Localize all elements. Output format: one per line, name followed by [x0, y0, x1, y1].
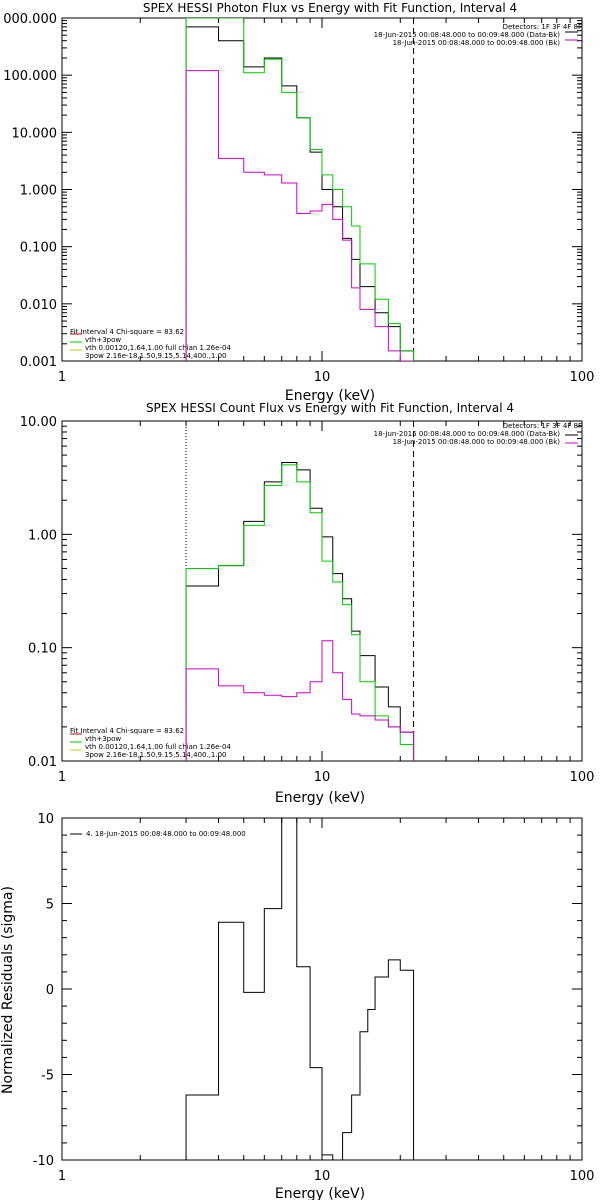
y-tick-label: 0.010 — [20, 298, 57, 313]
chart-3: 1 10 100 10 5 0 -5 -10 — [33, 812, 595, 1184]
legend-top-right: Detectors: 1F 3F 4F 8F 18-Jun-2015 00:08… — [374, 23, 582, 47]
legend-line: vth 0.00120,1.64,1.00 full chian 1.26e-0… — [85, 344, 231, 352]
y-tick-label: 1.00 — [28, 528, 57, 543]
series-group — [185, 18, 415, 361]
legend-top-right: Detectors: 1F 3F 4F 8F 18-Jun-2015 00:08… — [374, 422, 582, 446]
legend-line: Fit Interval 4 Chi-square = 83.62 — [70, 328, 184, 336]
series-line — [185, 70, 414, 361]
y-tick-label: 0.001 — [20, 355, 57, 370]
series-line — [185, 464, 415, 761]
y-tick-label: 10.000 — [12, 126, 58, 141]
series-group — [185, 462, 415, 761]
panel-count-flux: SPEX HESSI Count Flux vs Energy with Fit… — [70, 401, 582, 806]
y-tick-label: 0 — [46, 983, 54, 998]
panel-residuals: Energy (keV) Normalized Residuals (sigma… — [0, 830, 365, 1202]
legend-line: Detectors: 1F 3F 4F 8F — [503, 23, 582, 31]
x-tick-label: 1 — [58, 370, 66, 385]
legend-line: Fit Interval 4 Chi-square = 83.62 — [70, 727, 184, 735]
y-tick-label: 5 — [46, 898, 54, 913]
chart-2: 1 10 100 10.00 1.00 0.10 0.01 — [20, 415, 595, 785]
legend-line: vth 0.00120,1.64,1.00 full chian 1.26e-0… — [85, 743, 231, 751]
series-line — [185, 462, 415, 761]
legend-bottom-left: Fit Interval 4 Chi-square = 83.62 vth+3p… — [70, 328, 231, 360]
y-tick-label: 10 — [37, 812, 54, 827]
legend-line: 18-Jun-2015 00:08:48.000 to 00:09:48.000… — [393, 438, 561, 446]
x-tick-label: 1 — [58, 770, 66, 785]
legend-line: 3pow 2.16e-18,1.50,9.15,5.14,400.,1.00 — [85, 751, 227, 759]
legend-line: vth+3pow — [85, 735, 121, 743]
legend-bottom-left: Fit Interval 4 Chi-square = 83.62 vth+3p… — [70, 727, 231, 759]
x-axis-label: Energy (keV) — [285, 388, 375, 404]
chart-title: SPEX HESSI Count Flux vs Energy with Fit… — [146, 401, 514, 415]
y-tick-label: 000.000 — [3, 12, 57, 27]
series-line — [185, 18, 415, 361]
y-axis-label: Normalized Residuals (sigma) — [0, 886, 16, 1094]
series-line — [185, 818, 415, 1160]
y-tick-label: 0.100 — [20, 241, 57, 256]
chart-title: SPEX HESSI Photon Flux vs Energy with Fi… — [143, 1, 517, 15]
legend-line: vth+3pow — [85, 336, 121, 344]
legend-line: 18-Jun-2015 00:08:48.000 to 00:09:48.000… — [374, 31, 561, 39]
x-tick-label: 1 — [58, 1169, 66, 1184]
y-tick-label: 0.10 — [28, 642, 57, 657]
panel-photon-flux: SPEX HESSI Photon Flux vs Energy with Fi… — [70, 1, 582, 404]
y-tick-label: 100.000 — [3, 69, 57, 84]
y-tick-label: 0.01 — [28, 755, 57, 770]
series-line — [185, 640, 415, 761]
x-tick-label: 10 — [314, 370, 331, 385]
legend-line: 3pow 2.16e-18,1.50,9.15,5.14,400.,1.00 — [85, 352, 227, 360]
x-tick-label: 10 — [314, 770, 331, 785]
legend-line: 4. 18-Jun-2015 00:08:48.000 to 00:09:48.… — [86, 830, 246, 838]
x-axis-label: Energy (keV) — [275, 1186, 365, 1200]
series-group — [185, 818, 415, 1160]
y-tick-label: 1.000 — [20, 184, 57, 199]
y-tick-label: -10 — [33, 1154, 54, 1169]
x-axis-label: Energy (keV) — [275, 790, 365, 806]
chart-1: 1 10 100 000.000 100.000 10.000 1.000 0.100 0.01… — [3, 12, 594, 385]
legend-line: 18-Jun-2015 00:08:48.000 to 00:09:48.000… — [374, 430, 561, 438]
y-tick-label: 10.00 — [20, 415, 57, 430]
y-tick-label: -5 — [41, 1069, 54, 1084]
legend-line: 18-Jun-2015 00:08:48.000 to 00:09:48.000… — [393, 39, 561, 47]
x-tick-label: 10 — [314, 1169, 331, 1184]
series-line — [185, 26, 415, 361]
plot-frame — [61, 420, 583, 762]
x-tick-label: 100 — [570, 770, 595, 785]
x-tick-label: 100 — [570, 1169, 595, 1184]
x-tick-label: 100 — [570, 370, 595, 385]
legend-line: Detectors: 1F 3F 4F 8F — [503, 422, 582, 430]
